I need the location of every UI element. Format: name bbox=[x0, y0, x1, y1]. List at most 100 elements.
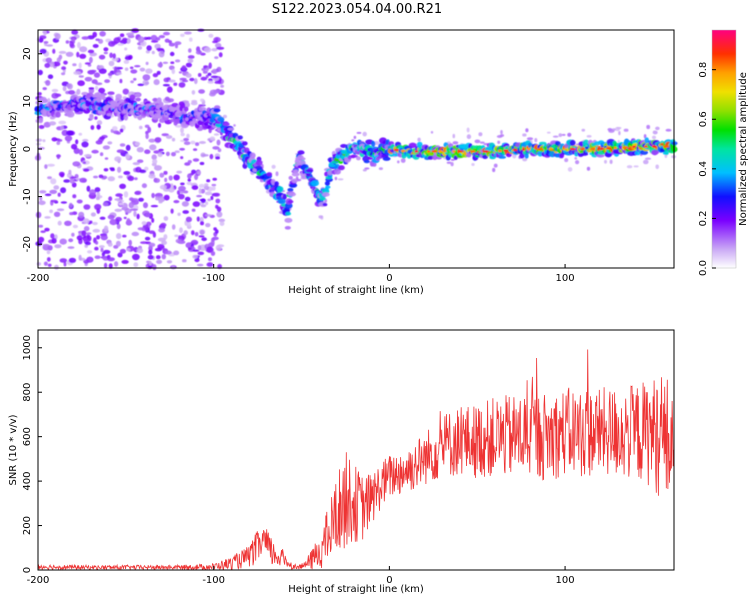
spectrogram-noise-blob bbox=[95, 140, 103, 145]
spectrogram-noise-blob bbox=[130, 69, 138, 74]
spectrogram-noise-blob bbox=[208, 128, 212, 134]
spectrogram-noise-blob bbox=[212, 40, 218, 44]
spectrogram-noise-blob bbox=[151, 217, 155, 223]
spectrogram-ridge-blob bbox=[43, 98, 48, 103]
spectrogram-noise-blob bbox=[63, 179, 71, 183]
spectrogram-noise-blob bbox=[182, 210, 189, 214]
spectrogram-peak-blob bbox=[427, 150, 431, 153]
spectrogram-noise-blob bbox=[99, 136, 106, 140]
spectrogram-noise-blob bbox=[57, 192, 61, 197]
spectrogram-ridge-blob bbox=[325, 185, 331, 189]
spectrogram-noise-blob bbox=[90, 212, 96, 217]
spectrogram-noise-blob bbox=[151, 192, 155, 199]
spectrogram-noise-blob bbox=[288, 175, 293, 180]
spectrogram-ridge-blob bbox=[427, 155, 434, 160]
spectrogram-noise-blob bbox=[567, 132, 572, 137]
spectrogram-ridge-blob bbox=[305, 169, 314, 173]
spectrogram-noise-blob bbox=[164, 250, 172, 255]
spectrogram-ridge-blob bbox=[322, 203, 328, 207]
spectrogram-noise-blob bbox=[397, 160, 400, 164]
spectrogram-noise-blob bbox=[159, 184, 167, 190]
spectrogram-noise-blob bbox=[185, 62, 192, 68]
spectrogram-noise-blob bbox=[95, 85, 99, 91]
spectrogram-noise-blob bbox=[171, 224, 176, 230]
spectrogram-ridge-blob bbox=[334, 168, 341, 175]
spectrogram-noise-blob bbox=[168, 175, 173, 181]
spectrogram-noise-blob bbox=[94, 246, 99, 251]
spectrogram-noise-blob bbox=[46, 257, 51, 262]
spectrogram-noise-blob bbox=[126, 32, 134, 36]
spectrogram-noise-blob bbox=[99, 31, 106, 37]
spectrogram-ridge-blob bbox=[338, 165, 345, 171]
spectrogram-noise-blob bbox=[185, 73, 192, 78]
spectrogram-noise-blob bbox=[362, 131, 367, 137]
spectrogram-noise-blob bbox=[67, 246, 75, 249]
spectrogram-noise-blob bbox=[546, 131, 551, 134]
spectrogram-ridge-blob bbox=[106, 113, 113, 117]
spectrogram-noise-blob bbox=[204, 191, 213, 196]
spectrogram-noise-blob bbox=[78, 149, 83, 156]
spectrogram-noise-blob bbox=[104, 157, 109, 160]
spectrogram-noise-blob bbox=[194, 258, 200, 263]
spectrogram-noise-blob bbox=[152, 73, 159, 78]
spectrogram-ridge-blob bbox=[206, 107, 212, 114]
spectrogram-ridge-blob bbox=[297, 150, 305, 155]
spectrogram-ridge-blob bbox=[349, 154, 359, 158]
spectrogram-noise-blob bbox=[145, 213, 151, 218]
spectrogram-noise-blob bbox=[214, 80, 222, 84]
spectrogram-ridge-blob bbox=[198, 106, 207, 112]
spectrogram-noise-blob bbox=[45, 79, 51, 86]
spectrogram-noise-blob bbox=[128, 201, 135, 209]
spectrogram-noise-blob bbox=[123, 216, 127, 220]
spectrogram-peak-blob bbox=[457, 150, 463, 153]
spectrogram-noise-blob bbox=[56, 208, 65, 212]
spectrogram-noise-blob bbox=[211, 183, 217, 187]
spectrogram-noise-blob bbox=[82, 161, 87, 164]
colorbar-gradient bbox=[712, 30, 736, 268]
spectrogram-noise-blob bbox=[124, 47, 128, 51]
spectrogram-noise-blob bbox=[129, 66, 134, 70]
spectrogram-noise-blob bbox=[466, 134, 472, 140]
spectrogram-peak-blob bbox=[437, 150, 444, 153]
spectrogram-noise-blob bbox=[356, 131, 362, 134]
spectrogram-noise-blob bbox=[159, 172, 165, 178]
spectrogram-noise-blob bbox=[208, 257, 212, 262]
spectrogram-noise-blob bbox=[40, 230, 46, 233]
spectrogram-noise-blob bbox=[54, 264, 59, 270]
spectrogram-noise-blob bbox=[212, 146, 220, 150]
spectrogram-noise-blob bbox=[201, 237, 207, 242]
spectrogram-noise-blob bbox=[134, 177, 138, 181]
spectrogram-noise-blob bbox=[138, 197, 144, 202]
spectrogram-noise-blob bbox=[108, 263, 113, 269]
spectrogram-noise-blob bbox=[215, 198, 221, 204]
spectrogram-noise-blob bbox=[156, 70, 161, 75]
spectrogram-noise-blob bbox=[158, 51, 165, 58]
spectrogram-peak-blob bbox=[498, 149, 502, 153]
page-title: S122.2023.054.04.00.R21 bbox=[271, 2, 443, 17]
spectrogram-noise-blob bbox=[154, 43, 161, 49]
spectrogram-noise-blob bbox=[103, 51, 108, 55]
spectrogram-noise-blob bbox=[186, 181, 193, 186]
spectrogram-noise-blob bbox=[146, 45, 152, 51]
spectrogram-noise-blob bbox=[112, 53, 116, 59]
spectrogram-noise-blob bbox=[203, 65, 208, 69]
spectrogram-noise-blob bbox=[115, 66, 123, 70]
spectrogram-noise-blob bbox=[166, 260, 173, 264]
colorbar-frame bbox=[711, 29, 737, 269]
spectrogram-noise-blob bbox=[189, 37, 193, 42]
spectrogram-noise-blob bbox=[57, 139, 63, 142]
spectrogram-noise-blob bbox=[284, 226, 291, 230]
spectrogram-noise-blob bbox=[107, 242, 113, 247]
spectrogram-noise-blob bbox=[38, 236, 45, 243]
spectrogram-noise-blob bbox=[39, 48, 47, 54]
spectrogram-noise-blob bbox=[84, 62, 91, 65]
spectrogram-noise-blob bbox=[119, 128, 124, 133]
spectrogram-noise-blob bbox=[222, 114, 227, 119]
spectrogram-ridge-blob bbox=[183, 106, 189, 112]
spectrogram-ridge-blob bbox=[432, 154, 438, 160]
spectrogram-noise-blob bbox=[183, 137, 190, 142]
spectrogram-noise-blob bbox=[204, 47, 212, 53]
spectrogram-noise-blob bbox=[71, 182, 77, 188]
spectrogram-noise-blob bbox=[147, 254, 154, 260]
spectrogram-noise-blob bbox=[44, 216, 51, 219]
